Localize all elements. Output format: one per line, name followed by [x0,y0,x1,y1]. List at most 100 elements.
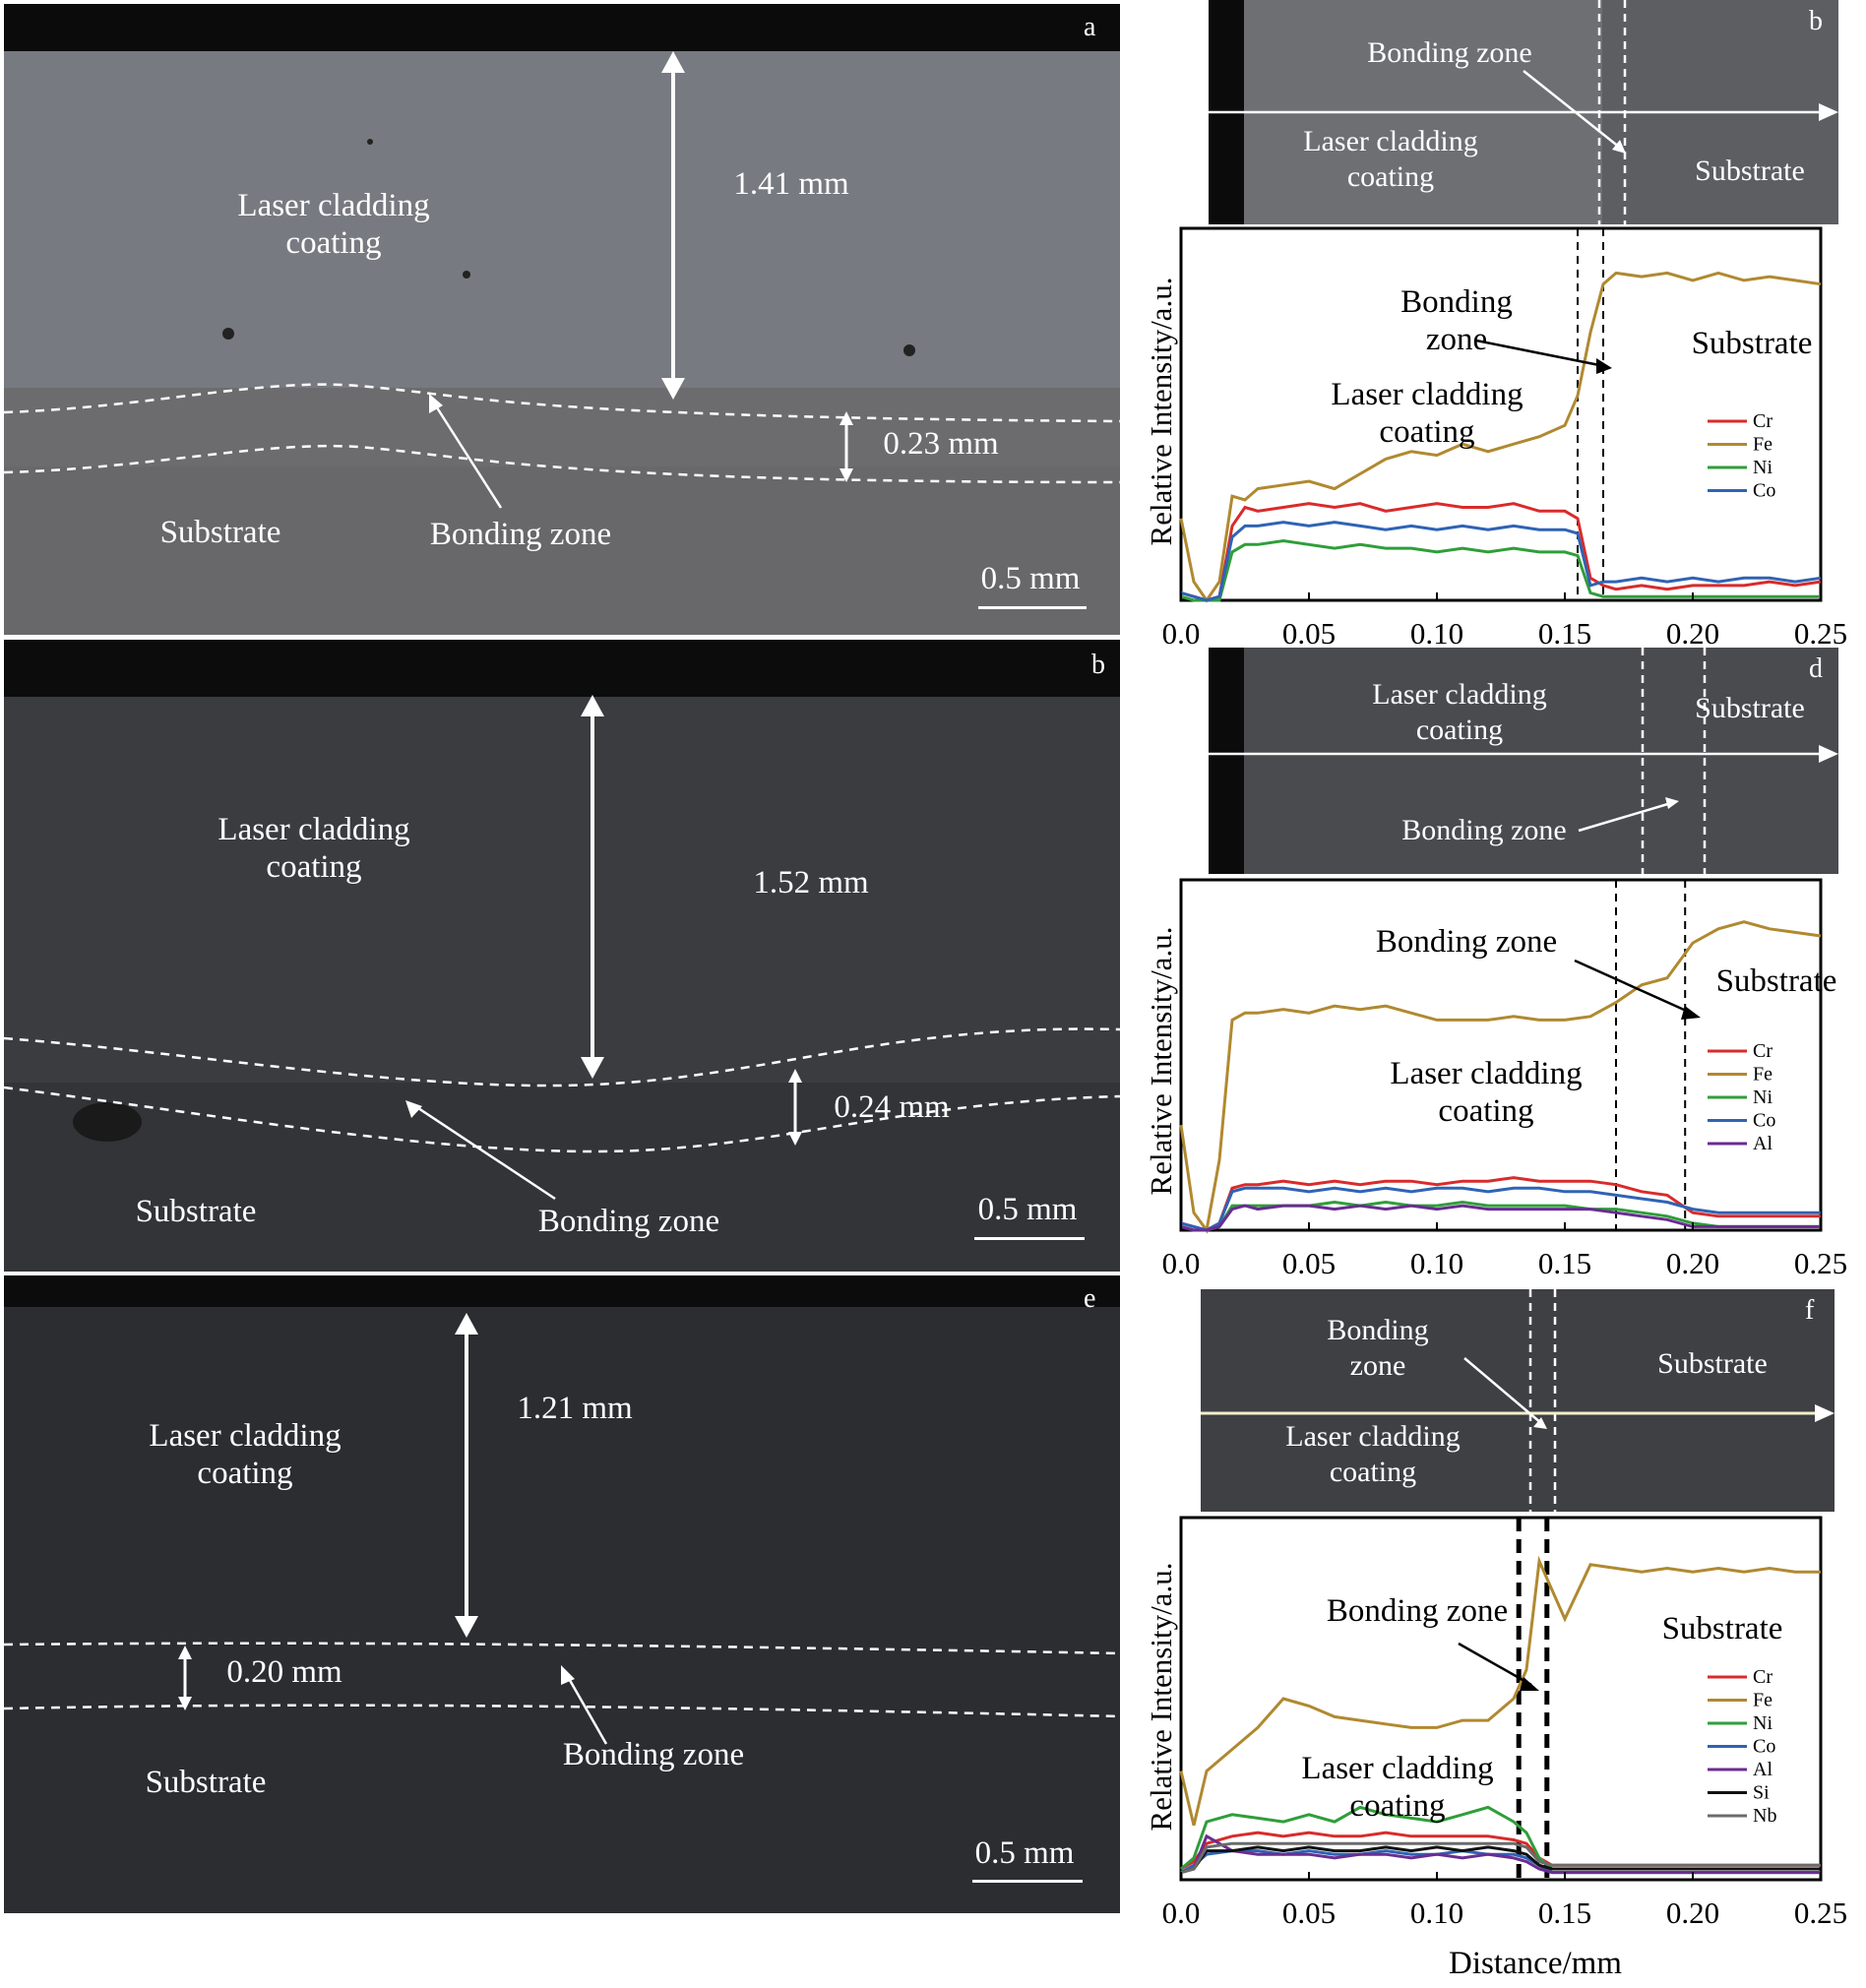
x-tick-label: 0.10 [1410,1895,1463,1930]
legend-label: Fe [1753,434,1773,456]
y-axis-label: Relative Intensity/a.u. [1144,1562,1178,1832]
micrograph-b: b Laser cladding coating 1.52 mm 0.24 mm… [4,640,1120,1272]
x-tick-label: 0.10 [1410,616,1463,651]
bonding-zone-arrow [1574,959,1694,1016]
coating-label: Laser cladding coating [1303,125,1478,193]
bonding-zone-label: Bonding zone [429,517,612,552]
thickness-label: 1.21 mm [517,1391,633,1426]
series-line-si [1180,1845,1821,1875]
x-tick-label: 0.05 [1282,1246,1336,1280]
coating-label: Laser cladding coating [1285,1420,1461,1488]
scale-label: 0.5 mm [974,1835,1075,1871]
substrate-label: Substrate [159,515,281,550]
linescan-image-b-art [1209,0,1838,224]
substrate-label: Substrate [1657,1347,1768,1380]
micrograph-e: e Laser cladding coating 1.21 mm 0.20 mm… [4,1275,1120,1913]
bonding-zone-arrow-head [1596,358,1612,374]
profile-plot-3: 0.0 0.05 0.10 0.15 0.20 0.25 Cr Fe Ni Co Al Si Nb Re… [1142,1512,1860,1935]
legend-label: Fe [1753,1064,1773,1086]
legend-label: Co [1753,1110,1775,1132]
coating-label: Laser cladding coating [218,812,410,885]
micrograph-a-art [4,4,1120,635]
bonding-zone-arrow [1475,339,1605,368]
substrate-label: Substrate [1695,692,1805,724]
scale-bar [972,1880,1083,1883]
x-tick-label: 0.05 [1282,616,1336,651]
x-tick-label: 0.20 [1666,1246,1719,1280]
linescan-image-d: d Laser cladding coating Substrate Bondi… [1209,648,1838,874]
plot-substrate-label: Substrate [1691,326,1813,361]
bond-thickness-label: 0.20 mm [226,1654,342,1690]
x-tick-label: 0.15 [1538,616,1591,651]
legend-label: Al [1753,1133,1773,1154]
plot-bonding-zone-label: Bonding zone [1375,924,1558,960]
legend-label: Fe [1753,1690,1773,1711]
plot-coating-label: Laser cladding coating [1301,1751,1494,1824]
plot-bonding-zone-label: Bonding zone [1400,284,1513,357]
coating-label: Laser cladding coating [149,1418,342,1491]
x-tick-label: 0.25 [1794,1246,1847,1280]
x-axis-label: Distance/mm [1449,1946,1622,1981]
x-tick-label: 0.0 [1162,1246,1201,1280]
y-axis-label: Relative Intensity/a.u. [1144,926,1178,1196]
x-tick-label: 0.10 [1410,1246,1463,1280]
plot-coating-label: Laser cladding coating [1390,1056,1583,1129]
x-tick-label: 0.15 [1538,1246,1591,1280]
legend-label: Ni [1753,1087,1773,1108]
substrate-label: Substrate [1695,155,1805,187]
plot-frame [1179,226,1823,602]
bonding-zone-arrow-head [1520,1677,1539,1691]
plot-coating-label: Laser cladding coating [1331,377,1524,450]
legend-label: Co [1753,480,1775,502]
panel-letter: d [1809,653,1823,684]
legend-label: Cr [1753,410,1773,432]
coating-label: Laser cladding coating [1372,678,1547,746]
legend-label: Si [1753,1782,1770,1804]
legend-label: Cr [1753,1666,1773,1688]
plot-bonding-zone-label: Bonding zone [1326,1593,1509,1629]
profile-plot-2: 0.0 0.05 0.10 0.15 0.20 0.25 Cr Fe Ni Co Al Relati… [1142,876,1860,1289]
bonding-zone-label: Bonding zone [1367,36,1532,69]
x-tick-label: 0.0 [1162,1895,1201,1930]
micrograph-a: a Laser cladding coating 1.41 mm 0.23 mm… [4,4,1120,635]
legend-label: Al [1753,1759,1773,1780]
thickness-label: 1.52 mm [753,865,869,901]
scale-bar [978,606,1087,609]
x-tick-label: 0.05 [1282,1895,1336,1930]
legend-label: Co [1753,1736,1775,1758]
series-line-fe [1179,271,1822,603]
series-line-fe [1179,920,1822,1234]
micrograph-e-art [4,1275,1120,1745]
panel-letter: b [1809,6,1823,36]
panel-letter: a [1084,12,1096,42]
series-line-co [1180,1186,1821,1232]
substrate-label: Substrate [145,1765,267,1800]
x-tick-label: 0.20 [1666,616,1719,651]
bonding-zone-arrow [1458,1642,1532,1687]
series-line-cr [1180,502,1822,602]
series-line-co [1180,521,1822,602]
bonding-zone-label: Bonding zone [537,1204,720,1239]
linescan-image-f: f Bonding zone Substrate Laser cladding … [1201,1289,1835,1512]
bond-thickness-label: 0.23 mm [883,426,999,462]
x-tick-label: 0.25 [1794,616,1847,651]
plot-substrate-label: Substrate [1661,1611,1783,1646]
series-line-nb [1180,1841,1821,1875]
x-tick-label: 0.25 [1794,1895,1847,1930]
micrograph-b-art [4,640,1120,1272]
scale-label: 0.5 mm [977,1192,1078,1227]
series-line-fe [1179,1555,1821,1827]
x-tick-label: 0.20 [1666,1895,1719,1930]
plot-substrate-label: Substrate [1715,963,1837,999]
panel-letter: f [1805,1295,1815,1326]
linescan-image-d-art [1209,648,1838,874]
coating-label: Laser cladding coating [237,188,430,261]
bonding-zone-label: Bonding zone [1327,1314,1429,1382]
legend-label: Nb [1753,1805,1776,1827]
substrate-label: Substrate [135,1194,257,1229]
legend-label: Ni [1753,1712,1773,1734]
series-line-al [1180,1833,1821,1875]
